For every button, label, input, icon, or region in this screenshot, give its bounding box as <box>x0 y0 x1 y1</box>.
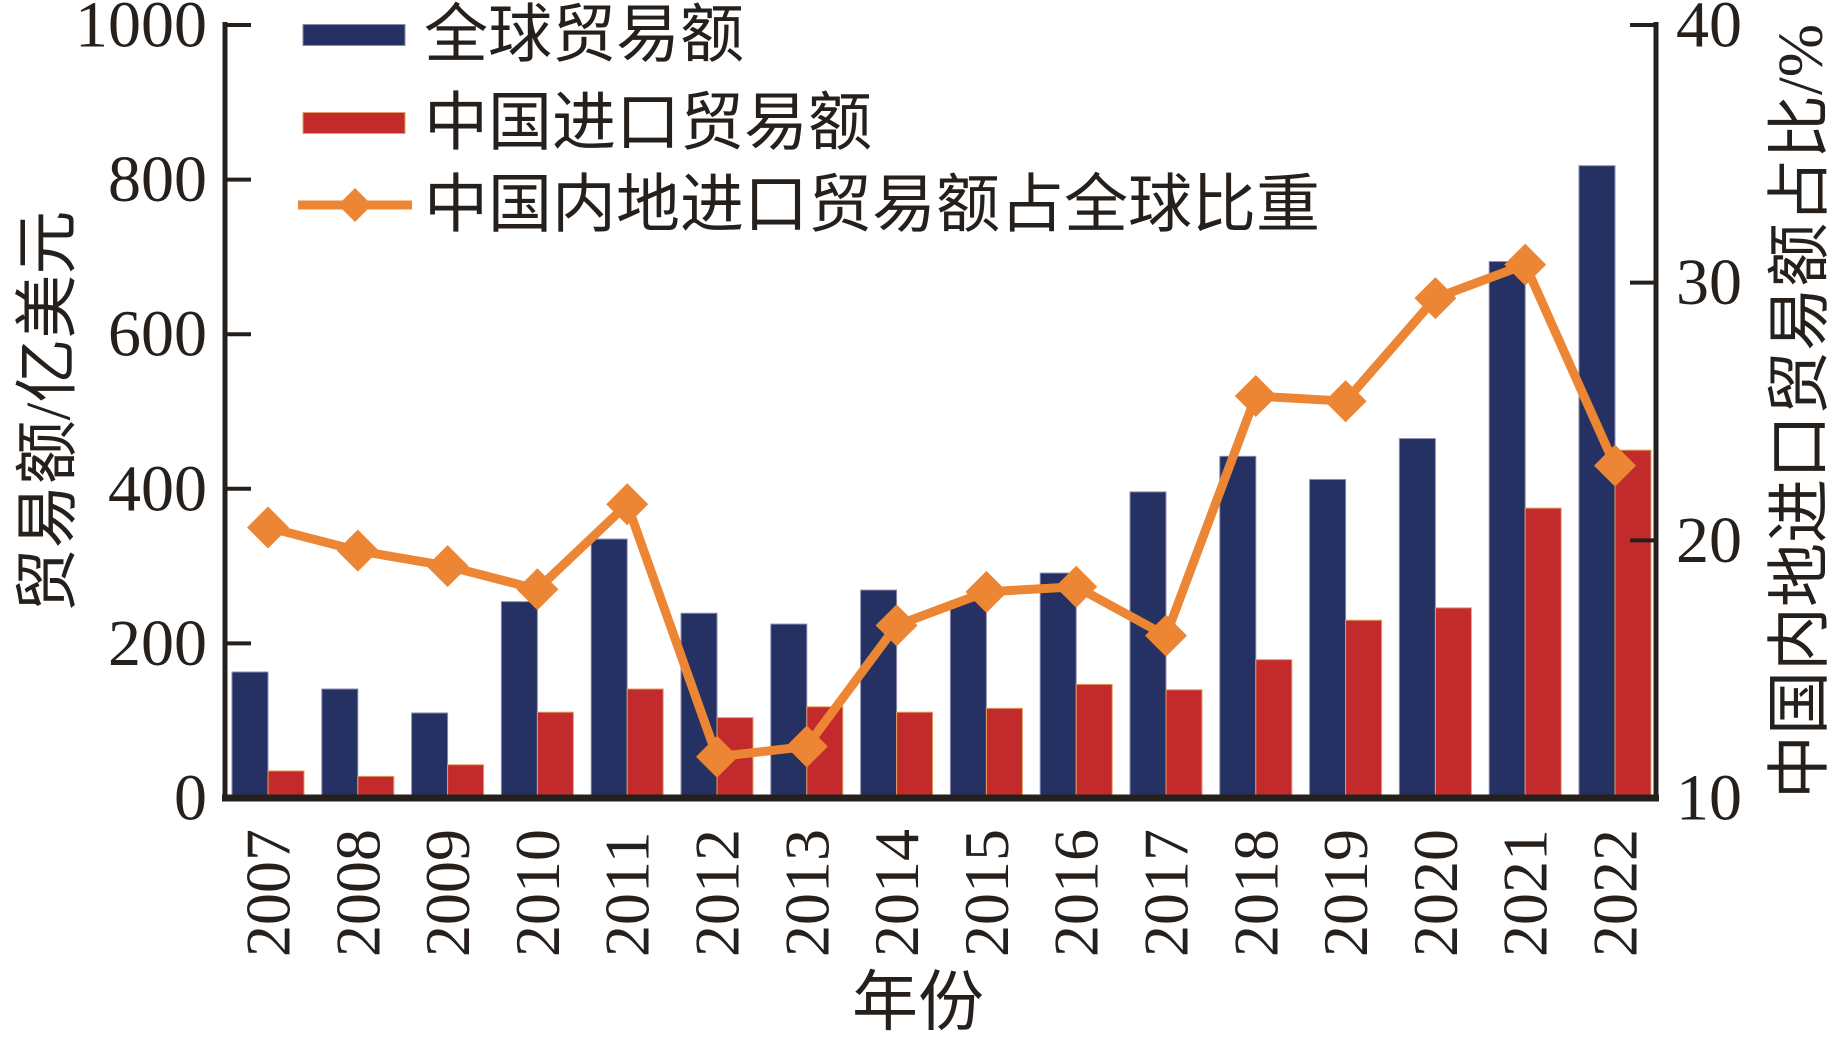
china-import-bar-2015 <box>985 707 1023 799</box>
share-diamond-2012 <box>696 735 738 778</box>
legend-label-share: 中国内地进口贸易额占全球比重 <box>424 170 1320 241</box>
year-tick-label: 2019 <box>1310 829 1381 957</box>
left-tick-label: 600 <box>108 298 207 371</box>
share-diamond-2011 <box>606 483 649 526</box>
year-tick-label: 2017 <box>1131 829 1202 957</box>
global-trade-bar-2009 <box>411 712 449 799</box>
left-tick-label: 200 <box>108 607 207 680</box>
global-trade-bar-2021 <box>1488 261 1526 799</box>
china-import-bar-2014 <box>896 711 934 799</box>
share-diamond-2010 <box>516 568 559 611</box>
global-trade-bar-2020 <box>1398 438 1436 799</box>
year-tick-label: 2007 <box>233 829 304 957</box>
share-diamond-2020 <box>1414 277 1457 320</box>
left-tick-label: 0 <box>174 762 207 835</box>
right-tick-label: 20 <box>1676 504 1742 577</box>
share-diamond-2017 <box>1145 614 1187 657</box>
china-import-bar-2020 <box>1434 607 1472 799</box>
right-axis-title: 中国内地进口贸易额占比/% <box>1765 24 1836 799</box>
global-trade-bar-2013 <box>770 623 808 799</box>
china-import-bar-2011 <box>626 688 664 799</box>
share-diamond-2019 <box>1324 380 1367 423</box>
year-tick-label: 2014 <box>861 829 932 957</box>
share-diamond-2007 <box>247 506 289 549</box>
year-tick-label: 2013 <box>771 829 842 957</box>
year-tick-label: 2021 <box>1490 829 1561 957</box>
left-tick-label: 800 <box>108 143 207 216</box>
global-trade-bar-2018 <box>1219 455 1257 799</box>
share-diamond-2013 <box>785 725 828 768</box>
left-tick-label: 1000 <box>75 0 207 62</box>
global-trade-bar-2019 <box>1309 479 1347 799</box>
legend-swatch-china-import <box>302 112 406 134</box>
share-diamond-2021 <box>1504 243 1547 286</box>
right-tick-label: 40 <box>1676 0 1742 62</box>
year-tick-label: 2016 <box>1041 829 1112 957</box>
share-line-layer <box>247 243 1636 778</box>
china-import-bar-2016 <box>1075 683 1113 799</box>
share-diamond-2016 <box>1055 565 1098 608</box>
right-tick-label: 10 <box>1676 762 1742 835</box>
year-tick-label: 2009 <box>412 829 483 957</box>
share-diamond-2022 <box>1594 444 1636 487</box>
share-diamond-2009 <box>426 545 469 588</box>
global-trade-bar-2022 <box>1578 165 1616 799</box>
share-diamond-2018 <box>1234 375 1277 418</box>
year-tick-label: 2018 <box>1220 829 1291 957</box>
global-trade-bar-2011 <box>590 538 628 799</box>
legend-label-global-trade: 全球贸易额 <box>424 0 744 71</box>
bars-layer <box>231 165 1652 799</box>
china-import-bar-2017 <box>1165 689 1203 799</box>
axes-layer: 0 200 400 600 800 1000 10 20 30 40 2007 2008 2009 201… <box>13 0 1836 1040</box>
china-import-bar-2010 <box>536 711 574 799</box>
share-diamond-2014 <box>875 604 918 647</box>
share-diamond-2008 <box>336 529 379 572</box>
legend-swatch-global-trade <box>302 24 406 46</box>
right-tick-label: 30 <box>1676 246 1742 319</box>
global-trade-bar-2008 <box>321 688 359 799</box>
year-tick-label: 2020 <box>1400 829 1471 957</box>
global-trade-bar-2016 <box>1039 572 1077 799</box>
china-import-bar-2009 <box>447 764 485 799</box>
global-trade-bar-2010 <box>500 601 538 799</box>
left-tick-label: 400 <box>108 452 207 525</box>
global-trade-bar-2007 <box>231 671 269 799</box>
china-import-bar-2018 <box>1255 659 1293 799</box>
share-line <box>266 260 1620 762</box>
year-tick-label: 2011 <box>592 831 663 957</box>
year-tick-label: 2015 <box>951 829 1022 957</box>
global-trade-bar-2015 <box>949 600 987 799</box>
china-import-bar-2021 <box>1524 507 1562 799</box>
china-import-bar-2007 <box>267 770 305 799</box>
year-tick-label: 2022 <box>1580 829 1651 957</box>
legend-diamond-icon <box>338 188 372 222</box>
left-axis-title: 贸易额/亿美元 <box>13 211 84 613</box>
share-diamond-2015 <box>965 570 1008 613</box>
year-tick-label: 2010 <box>502 829 573 957</box>
year-tick-label: 2008 <box>322 829 393 957</box>
china-import-bar-2022 <box>1614 449 1652 799</box>
x-axis-title: 年份 <box>852 967 984 1040</box>
legend-label-china-import: 中国进口贸易额 <box>424 88 872 159</box>
year-tick-label: 2012 <box>682 829 753 957</box>
china-import-bar-2019 <box>1345 619 1383 799</box>
